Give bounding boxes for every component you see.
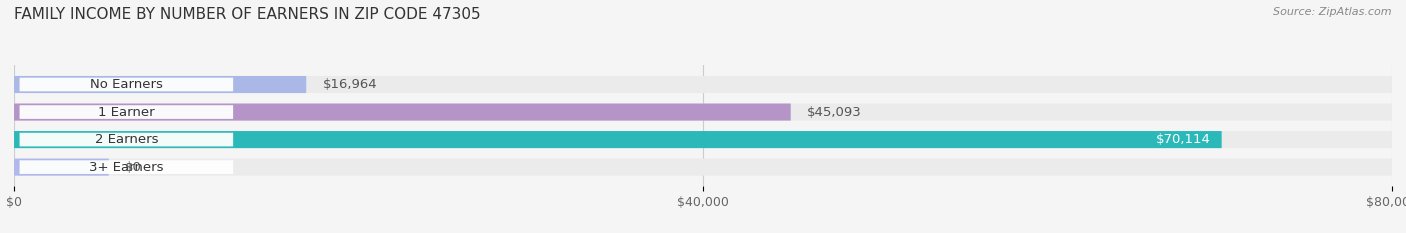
- FancyBboxPatch shape: [14, 159, 108, 176]
- Text: Source: ZipAtlas.com: Source: ZipAtlas.com: [1274, 7, 1392, 17]
- FancyBboxPatch shape: [14, 103, 1392, 121]
- Text: $0: $0: [125, 161, 142, 174]
- FancyBboxPatch shape: [14, 131, 1392, 148]
- FancyBboxPatch shape: [14, 76, 307, 93]
- FancyBboxPatch shape: [20, 133, 233, 146]
- FancyBboxPatch shape: [14, 103, 790, 121]
- FancyBboxPatch shape: [14, 76, 1392, 93]
- Text: $70,114: $70,114: [1156, 133, 1211, 146]
- Text: FAMILY INCOME BY NUMBER OF EARNERS IN ZIP CODE 47305: FAMILY INCOME BY NUMBER OF EARNERS IN ZI…: [14, 7, 481, 22]
- Text: 2 Earners: 2 Earners: [94, 133, 157, 146]
- FancyBboxPatch shape: [20, 105, 233, 119]
- Text: 1 Earner: 1 Earner: [98, 106, 155, 119]
- FancyBboxPatch shape: [20, 78, 233, 91]
- Text: $45,093: $45,093: [807, 106, 862, 119]
- Text: 3+ Earners: 3+ Earners: [89, 161, 163, 174]
- FancyBboxPatch shape: [20, 160, 233, 174]
- FancyBboxPatch shape: [14, 159, 1392, 176]
- FancyBboxPatch shape: [14, 131, 1222, 148]
- Text: No Earners: No Earners: [90, 78, 163, 91]
- Text: $16,964: $16,964: [323, 78, 377, 91]
